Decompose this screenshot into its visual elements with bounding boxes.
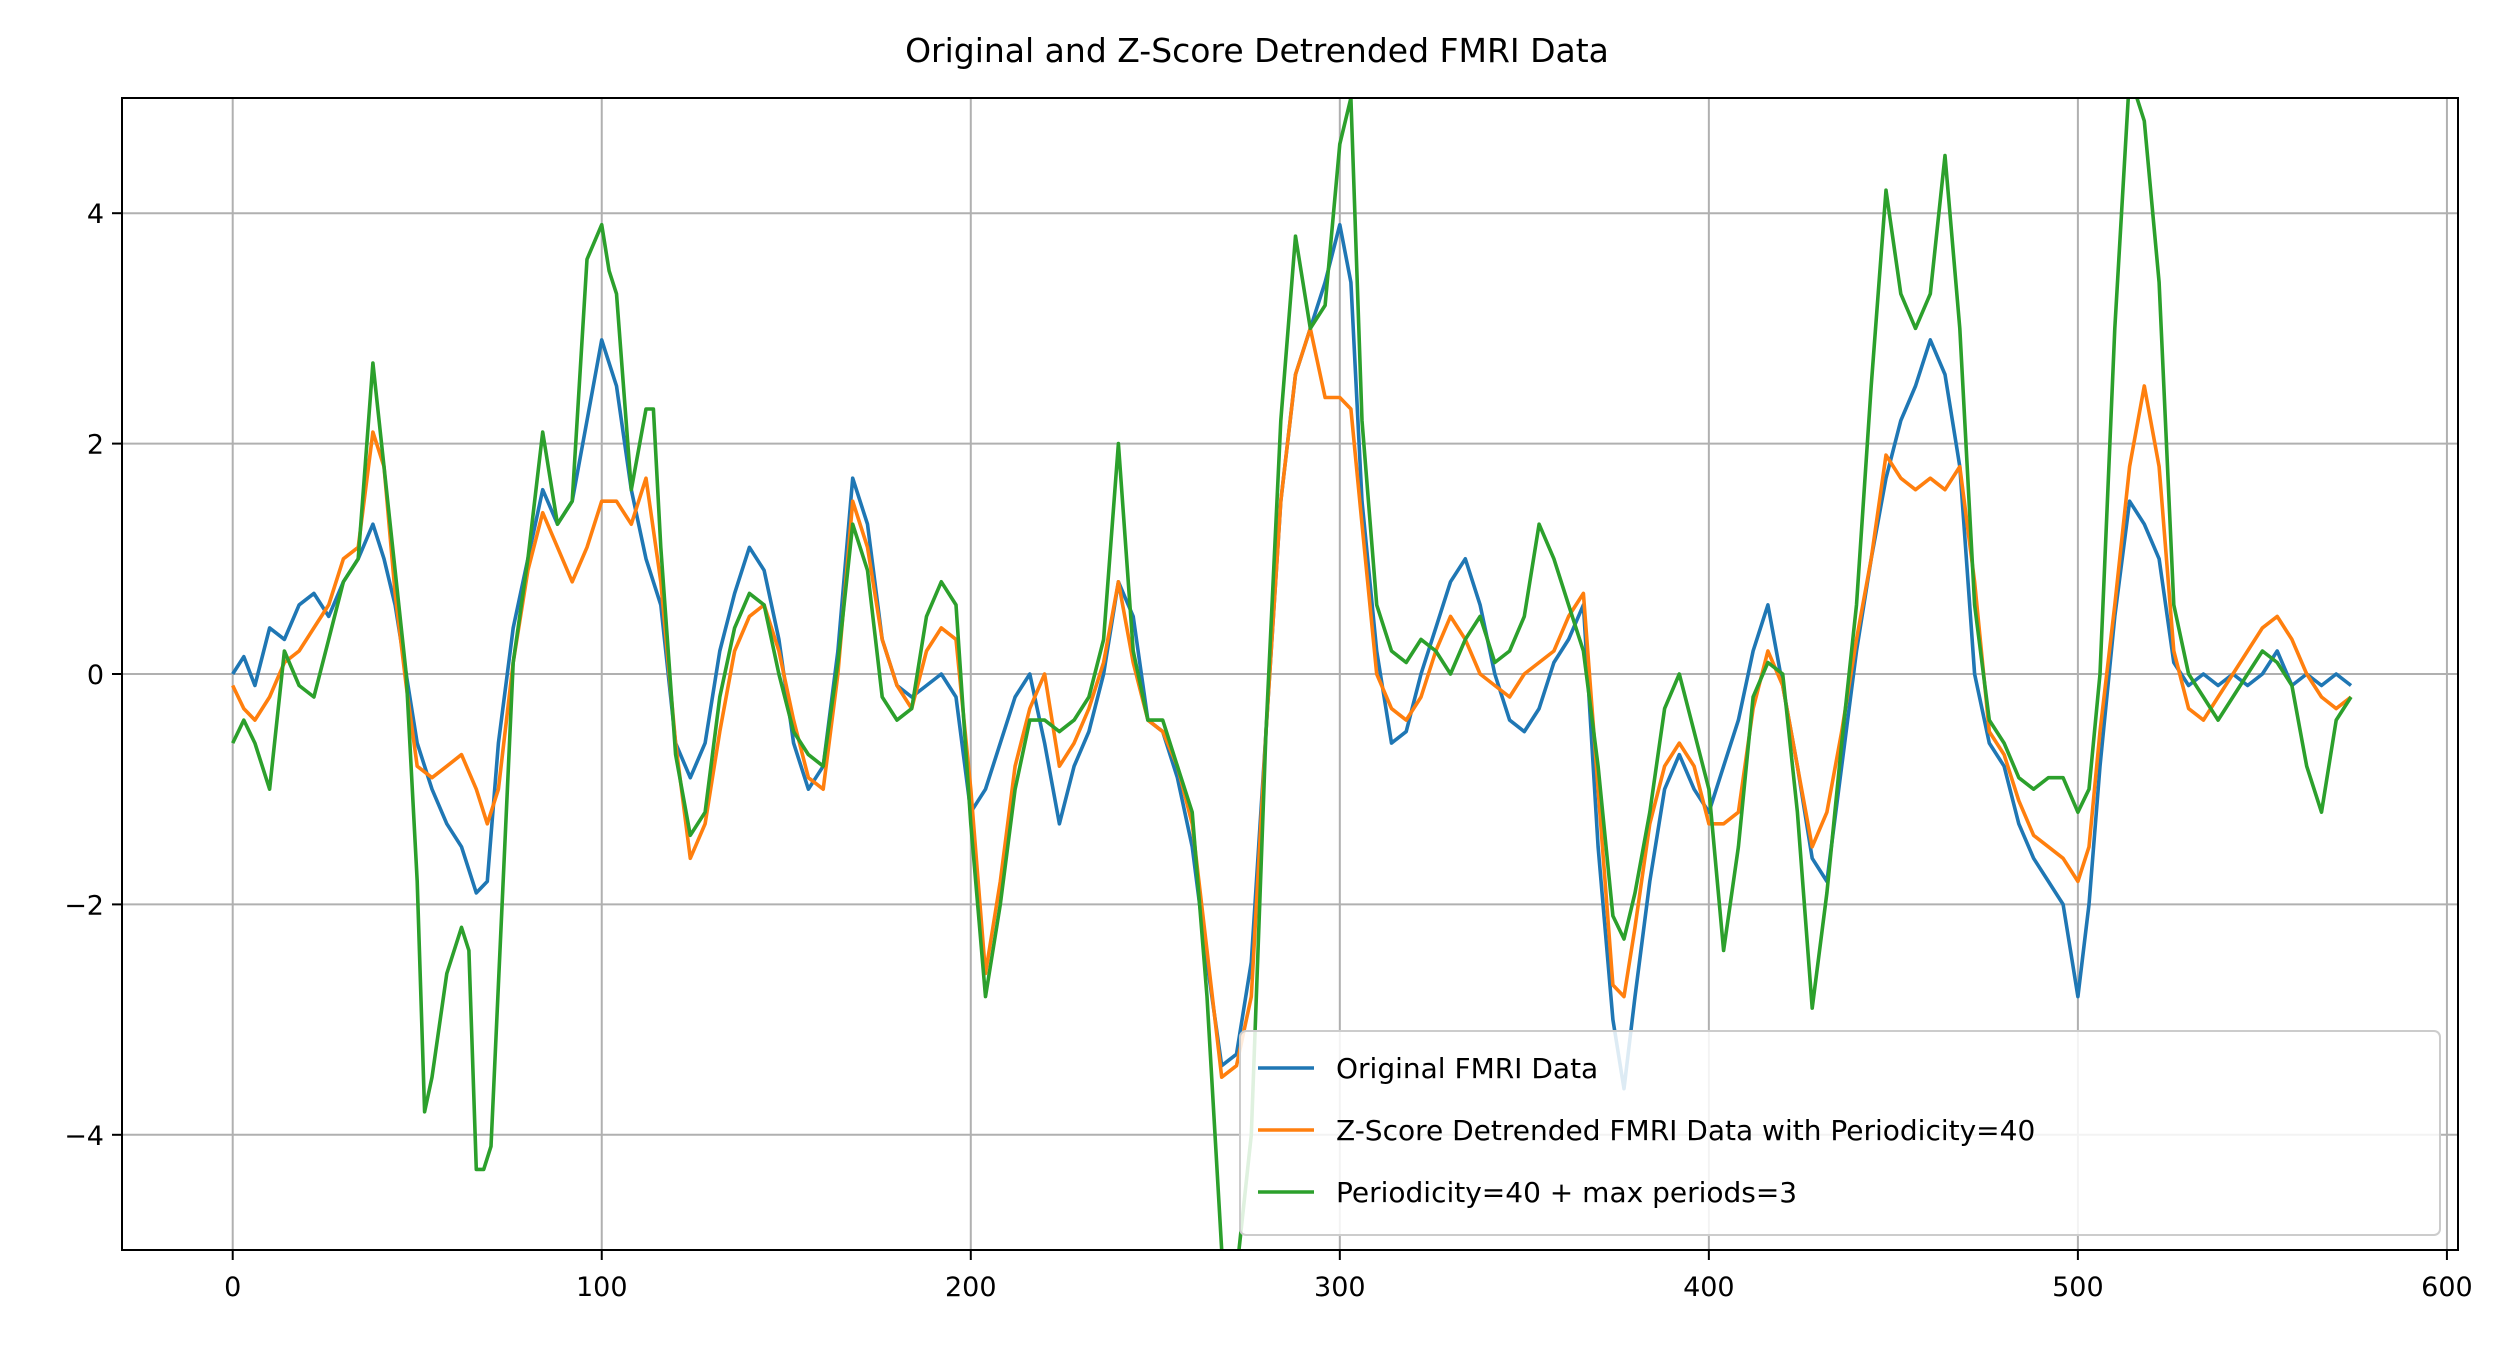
grid-lines [122,98,2458,1250]
y-tick-label-3: 2 [87,430,104,461]
y-tick-label-2: 0 [87,660,104,691]
x-tick-label-3: 300 [1314,1272,1366,1303]
y-tick-label-0: −4 [64,1121,104,1152]
legend: Original FMRI Data Z-Score Detrended FMRI… [1239,1030,2441,1236]
chart-title: Original and Z-Score Detrended FMRI Data [905,31,1609,70]
legend-box [1239,1030,2441,1236]
legend-label-2: Z-Score Detrended FMRI Data with Periodi… [1336,1114,2035,1147]
y-tick-label-4: 4 [87,199,104,230]
y-tick-label-1: −2 [64,890,104,921]
x-tick-label-0: 0 [224,1272,241,1303]
x-tick-label-5: 500 [2052,1272,2104,1303]
series-line-2 [231,326,2353,1079]
x-tick-label-1: 100 [576,1272,628,1303]
x-tick-label-6: 600 [2421,1272,2473,1303]
legend-label-1: Original FMRI Data [1336,1052,1598,1085]
axis-ticks: 0 100 200 300 400 500 600 −4 −2 0 2 4 [64,199,2473,1303]
legend-label-3: Periodicity=40 + max periods=3 [1336,1176,1797,1209]
x-tick-label-4: 400 [1683,1272,1735,1303]
x-tick-label-2: 200 [945,1272,997,1303]
